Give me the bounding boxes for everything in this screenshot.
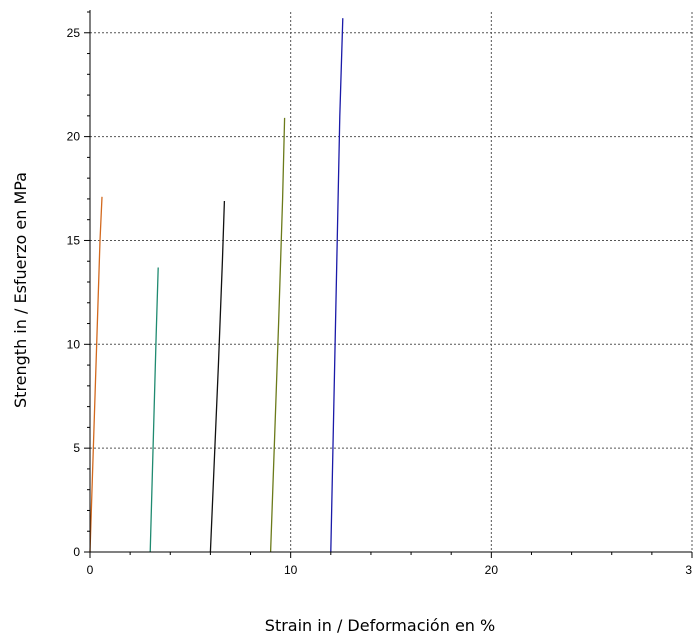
y-tick-label-4: 20 [67, 130, 81, 144]
y-axis-label: Strength in / Esfuerzo en MPa [11, 172, 30, 408]
series-line-1 [89, 196, 103, 553]
y-tick-label-3: 15 [67, 233, 81, 247]
grid [90, 12, 693, 552]
series-line-4 [269, 117, 286, 553]
series-line-2 [149, 267, 159, 553]
y-tick-label-2: 10 [67, 337, 81, 351]
series-line-3 [209, 200, 226, 553]
y-tick-label-0: 0 [73, 545, 80, 559]
x-tick-label-3: 3 [685, 563, 692, 577]
y-tick-label-5: 25 [67, 26, 81, 40]
x-axis-label: Strain in / Deformación en % [265, 616, 495, 635]
x-tick-label-0: 0 [87, 563, 94, 577]
series-group [89, 18, 344, 553]
minor-ticks [84, 11, 693, 558]
series-line-5 [330, 18, 344, 553]
y-tick-label-1: 5 [73, 441, 80, 455]
axes [89, 10, 692, 553]
x-tick-label-1: 10 [284, 563, 298, 577]
tick-labels: 0 5 10 15 20 25 0 10 20 3 [67, 26, 693, 577]
x-tick-label-2: 20 [485, 563, 499, 577]
